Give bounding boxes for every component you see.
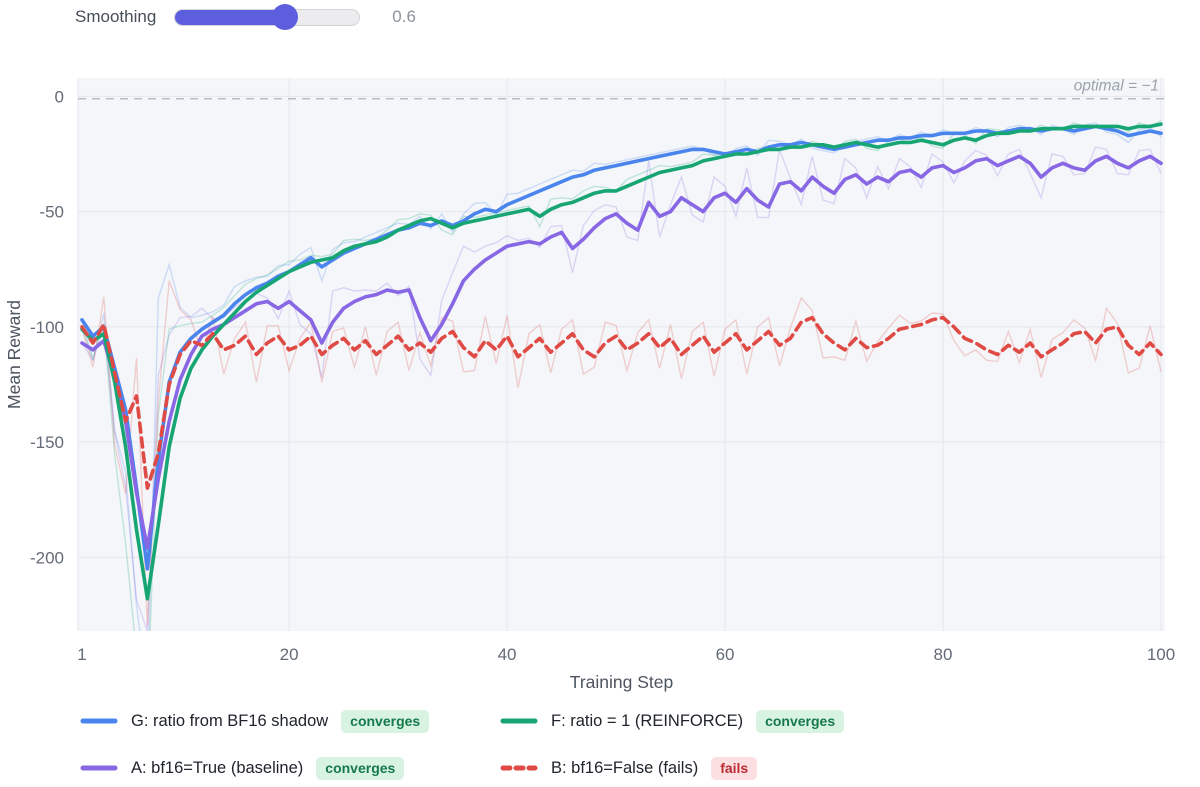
series-line bbox=[80, 124, 1163, 571]
smoothing-control: Smoothing 0.6 bbox=[75, 3, 416, 31]
y-axis-title: Mean Reward bbox=[4, 300, 24, 409]
legend-item[interactable]: A: bf16=True (baseline) converges bbox=[80, 756, 495, 780]
series-line bbox=[80, 122, 1163, 601]
smoothing-slider-fill bbox=[175, 9, 286, 25]
plot-area bbox=[78, 78, 1165, 631]
legend-label: B: bf16=False (fails) bbox=[551, 758, 699, 777]
y-tick-label: -100 bbox=[30, 318, 64, 337]
legend-item[interactable]: G: ratio from BF16 shadow converges bbox=[80, 710, 495, 733]
legend-line-swatch bbox=[500, 765, 538, 771]
x-tick-label: 60 bbox=[716, 645, 735, 664]
legend-line-swatch bbox=[80, 718, 118, 724]
x-axis-title: Training Step bbox=[570, 672, 673, 692]
smoothing-value: 0.6 bbox=[392, 7, 416, 26]
legend-item[interactable]: B: bf16=False (fails) fails bbox=[500, 756, 844, 780]
legend-line-swatch bbox=[500, 718, 538, 724]
x-tick-label: 40 bbox=[498, 645, 517, 664]
legend-label: G: ratio from BF16 shadow bbox=[131, 711, 329, 730]
smoothing-label: Smoothing bbox=[75, 7, 157, 26]
legend-line-swatch bbox=[80, 765, 118, 771]
status-badge: converges bbox=[341, 710, 430, 733]
status-badge: converges bbox=[316, 756, 405, 780]
raw-series-line bbox=[81, 146, 1162, 631]
status-badge: converges bbox=[756, 710, 845, 733]
series-line bbox=[80, 154, 1163, 550]
x-tick-label: 20 bbox=[280, 645, 299, 664]
legend-item[interactable]: F: ratio = 1 (REINFORCE) converges bbox=[500, 710, 845, 733]
x-tick-label: 1 bbox=[77, 645, 86, 664]
smoothing-slider-thumb[interactable] bbox=[272, 4, 299, 30]
mean-reward-chart: 0 -50 -100 -150 -200 1 20 40 60 80 100 Training Ste… bbox=[4, 78, 1175, 692]
x-tick-label: 80 bbox=[934, 645, 953, 664]
y-tick-label: 0 bbox=[55, 87, 64, 106]
legend-label: A: bf16=True (baseline) bbox=[131, 758, 304, 777]
x-tick-label: 100 bbox=[1147, 645, 1175, 664]
series-line bbox=[80, 315, 1163, 490]
y-tick-label: -200 bbox=[30, 548, 64, 567]
optimal-line-label: optimal = −1 bbox=[1074, 78, 1159, 95]
smoothing-slider[interactable] bbox=[174, 4, 361, 30]
y-tick-label: -150 bbox=[30, 433, 64, 452]
raw-series-line bbox=[81, 280, 1162, 627]
legend-label: F: ratio = 1 (REINFORCE) bbox=[551, 711, 744, 730]
status-badge: fails bbox=[711, 756, 758, 780]
chart-legend: G: ratio from BF16 shadow converges F: rat… bbox=[80, 710, 845, 780]
y-tick-label: -50 bbox=[39, 203, 64, 222]
